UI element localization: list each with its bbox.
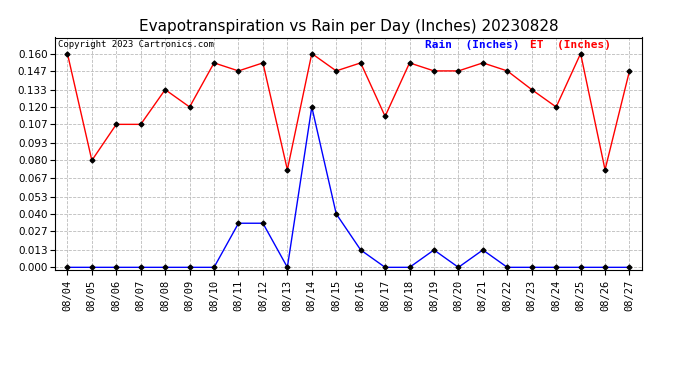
Text: Rain  (Inches): Rain (Inches) (425, 40, 519, 50)
Text: ET  (Inches): ET (Inches) (531, 40, 611, 50)
Title: Evapotranspiration vs Rain per Day (Inches) 20230828: Evapotranspiration vs Rain per Day (Inch… (139, 18, 558, 33)
Text: Copyright 2023 Cartronics.com: Copyright 2023 Cartronics.com (58, 40, 214, 49)
